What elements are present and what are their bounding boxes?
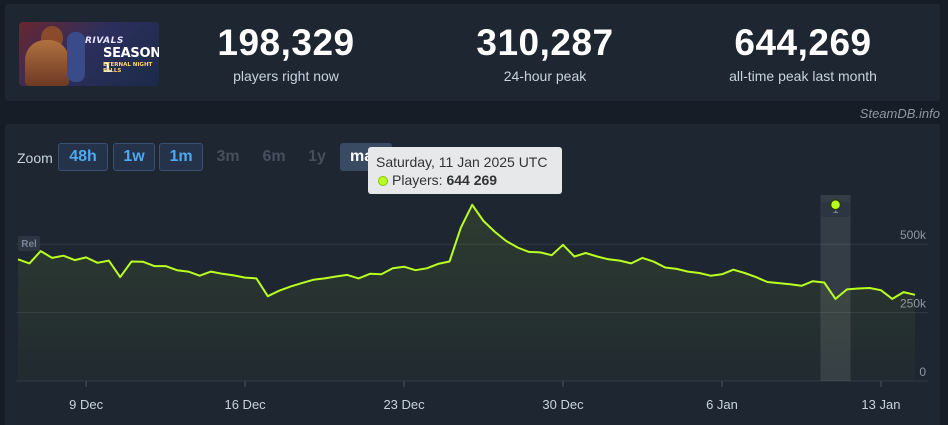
stat-value: 310,287: [476, 22, 614, 63]
x-tick-label: 16 Dec: [224, 397, 266, 412]
stat-current-players: 198,329 players right now: [176, 22, 396, 85]
y-tick-label: 0: [919, 365, 926, 379]
series-area: [18, 204, 915, 381]
x-tick-label: 23 Dec: [383, 397, 425, 412]
thumbnail-subtitle: ETERNAL NIGHT FALLS: [103, 62, 153, 74]
tooltip-series: Players:: [392, 172, 443, 188]
zoom-1y-button[interactable]: 1y: [308, 148, 326, 165]
zoom-6m-button[interactable]: 6m: [262, 148, 286, 165]
stats-panel: RIVALS SEASON 1 ETERNAL NIGHT FALLS 198,…: [5, 4, 940, 101]
steamdb-attribution[interactable]: SteamDB.info: [859, 106, 940, 121]
game-thumbnail[interactable]: RIVALS SEASON 1 ETERNAL NIGHT FALLS: [19, 22, 159, 86]
release-flag-box: [18, 236, 40, 251]
stat-all-time-peak: 644,269 all-time peak last month: [693, 22, 913, 85]
thumbnail-figure-2: [67, 32, 85, 82]
y-tick-label: 250k: [900, 297, 927, 311]
tooltip-date: Saturday, 11 Jan 2025 UTC: [376, 154, 548, 170]
tooltip-value: 644 269: [446, 172, 498, 188]
zoom-48h-button[interactable]: 48h: [58, 143, 108, 171]
zoom-3m-button[interactable]: 3m: [216, 148, 240, 165]
x-tick-label: 6 Jan: [706, 397, 738, 412]
x-tick-label: 13 Jan: [861, 397, 900, 412]
y-axis: 0 250k 500k: [900, 228, 927, 379]
stat-24h-peak: 310,287 24-hour peak: [435, 22, 655, 85]
peak-marker[interactable]: [829, 199, 842, 211]
stat-label: 24-hour peak: [503, 68, 587, 84]
x-tick-label: 9 Dec: [69, 397, 103, 412]
thumbnail-season: SEASON 1: [103, 46, 159, 76]
y-tick-label: 500k: [900, 228, 927, 242]
zoom-1w-button[interactable]: 1w: [113, 143, 155, 171]
tooltip-row: Players: 644 269: [392, 172, 497, 188]
stat-label: all-time peak last month: [729, 68, 877, 84]
x-tick-label: 30 Dec: [542, 397, 584, 412]
release-flag-label: Rel: [21, 239, 37, 250]
chart-flags: Rel1: [18, 202, 850, 251]
tooltip-series-dot: [378, 176, 388, 186]
chart-tooltip: Saturday, 11 Jan 2025 UTC Players: 644 2…: [368, 147, 562, 194]
stat-value: 198,329: [217, 22, 355, 63]
zoom-label: Zoom: [17, 150, 53, 166]
zoom-1m-button[interactable]: 1m: [159, 143, 203, 171]
series-line: [17, 203, 916, 300]
thumbnail-figure: [25, 40, 69, 86]
thumbnail-logo: RIVALS: [85, 36, 124, 46]
stat-value: 644,269: [734, 22, 872, 63]
stat-label: players right now: [233, 68, 339, 84]
